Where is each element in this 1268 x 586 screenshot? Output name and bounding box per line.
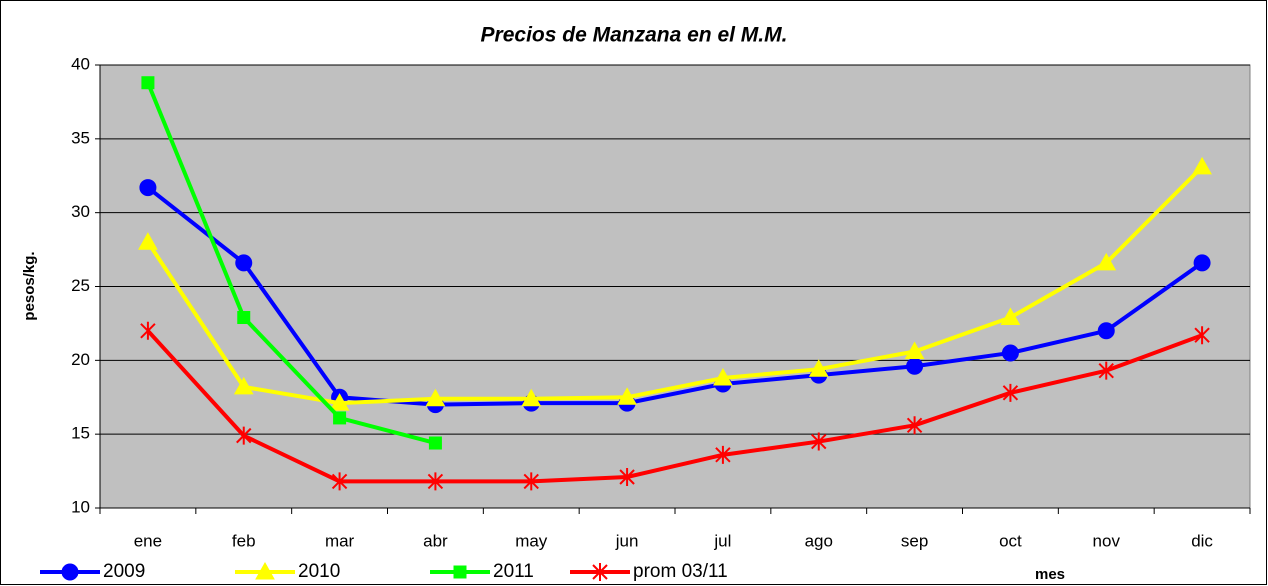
data-point: [138, 232, 158, 250]
data-point: [236, 426, 252, 445]
data-point: [1192, 156, 1212, 175]
data-point: [428, 436, 442, 450]
data-point: [521, 388, 542, 407]
y-tick-label: 25: [71, 276, 90, 295]
x-tick-label: jul: [713, 531, 731, 550]
data-point: [1002, 383, 1019, 402]
data-point: [808, 359, 829, 377]
data-point: [523, 472, 539, 491]
data-point: [140, 321, 156, 340]
legend-label: 2010: [298, 561, 340, 582]
legend-marker: [453, 565, 467, 579]
data-point: [904, 341, 925, 359]
data-point: [235, 254, 253, 272]
legend-label: 2009: [103, 561, 145, 582]
data-point: [715, 445, 731, 464]
x-tick-label: abr: [423, 531, 448, 550]
x-tick-label: mar: [325, 531, 355, 550]
legend-label: prom 03/11: [633, 561, 728, 582]
series-line: [146, 81, 436, 445]
x-tick-label: ago: [805, 531, 833, 550]
data-point: [619, 467, 635, 486]
legend-label: 2011: [493, 561, 534, 582]
data-point: [331, 472, 348, 491]
data-point: [906, 357, 924, 375]
data-point: [1001, 344, 1019, 362]
legend-marker: [592, 563, 608, 581]
legend-marker: [61, 563, 79, 581]
data-point: [1194, 326, 1210, 345]
legend-marker: [255, 561, 275, 580]
data-point: [141, 76, 155, 90]
x-tick-label: feb: [232, 531, 256, 550]
x-tick-label: jun: [615, 531, 639, 550]
y-tick-label: 15: [71, 424, 90, 443]
y-axis-label: pesos/kg.: [21, 251, 38, 320]
data-point: [1098, 361, 1114, 380]
y-tick-label: 10: [71, 497, 90, 516]
data-point: [713, 368, 733, 386]
data-point: [1000, 307, 1021, 326]
y-tick-label: 40: [71, 54, 90, 73]
data-point: [333, 411, 347, 425]
data-point: [237, 311, 251, 325]
x-tick-label: nov: [1093, 531, 1121, 550]
y-tick-label: 20: [71, 350, 90, 369]
data-point: [427, 472, 444, 491]
data-point: [617, 387, 637, 405]
data-point: [1096, 252, 1117, 271]
data-point: [1193, 254, 1211, 272]
x-tick-label: ene: [134, 531, 162, 550]
data-point: [329, 393, 350, 411]
x-axis-label: mes: [1035, 566, 1065, 583]
y-tick-label: 30: [71, 202, 90, 221]
x-tick-label: sep: [901, 531, 928, 550]
data-point: [1097, 322, 1115, 340]
data-point: [906, 416, 923, 435]
series-line: [146, 329, 1203, 484]
data-point: [233, 376, 254, 395]
x-tick-label: oct: [999, 531, 1022, 550]
y-tick-label: 35: [71, 128, 90, 147]
chart-title: Precios de Manzana en el M.M.: [481, 24, 788, 47]
data-point: [139, 179, 157, 197]
data-point: [425, 388, 446, 407]
series-line: [146, 185, 1204, 407]
data-point: [811, 432, 827, 451]
x-tick-label: dic: [1191, 531, 1213, 550]
x-tick-label: may: [515, 531, 548, 550]
